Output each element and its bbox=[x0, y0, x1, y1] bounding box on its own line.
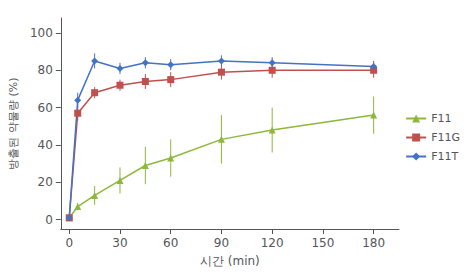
svg-text:60: 60 bbox=[163, 236, 178, 250]
svg-text:60: 60 bbox=[38, 101, 53, 115]
svg-text:80: 80 bbox=[38, 63, 53, 77]
svg-text:30: 30 bbox=[112, 236, 127, 250]
svg-text:0: 0 bbox=[45, 213, 53, 227]
svg-text:180: 180 bbox=[362, 236, 385, 250]
svg-text:90: 90 bbox=[214, 236, 229, 250]
svg-text:40: 40 bbox=[38, 138, 53, 152]
svg-text:0: 0 bbox=[65, 236, 73, 250]
svg-text:시간 (min): 시간 (min) bbox=[200, 254, 260, 268]
svg-text:120: 120 bbox=[261, 236, 284, 250]
svg-text:100: 100 bbox=[30, 26, 53, 40]
svg-text:방출된 약물량 (%): 방출된 약물량 (%) bbox=[7, 77, 20, 169]
svg-text:F11T: F11T bbox=[431, 150, 458, 163]
svg-text:F11G: F11G bbox=[431, 131, 460, 144]
svg-text:150: 150 bbox=[311, 236, 334, 250]
svg-text:20: 20 bbox=[38, 175, 53, 189]
svg-text:F11: F11 bbox=[431, 112, 451, 125]
